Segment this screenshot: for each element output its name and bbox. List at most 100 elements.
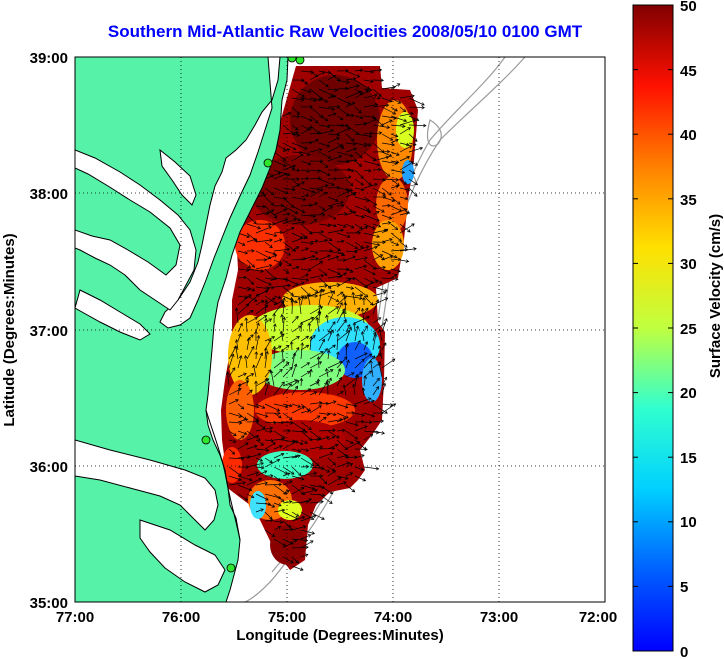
velocity-vector — [345, 124, 360, 135]
velocity-vector-head — [306, 362, 311, 366]
velocity-vector — [318, 331, 332, 342]
velocity-vector — [354, 325, 359, 342]
velocity-vector-head — [339, 301, 343, 306]
velocity-vector-head — [261, 405, 266, 409]
velocity-vector-head — [395, 277, 399, 281]
velocity-vector — [273, 285, 291, 288]
radar-station-2 — [287, 57, 297, 63]
velocity-vector — [237, 323, 243, 333]
velocity-vector — [228, 482, 246, 486]
velocity-vector — [345, 441, 361, 450]
velocity-vector — [264, 254, 277, 261]
velocity-vector-head — [395, 160, 400, 164]
velocity-vector-head — [347, 175, 352, 180]
velocity-vector — [300, 273, 309, 279]
velocity-vectors — [225, 68, 427, 571]
velocity-vector — [282, 439, 295, 443]
velocity-vector-head — [321, 71, 326, 75]
velocity-vector — [327, 470, 336, 477]
velocity-vector-head — [346, 234, 351, 239]
velocity-vector — [300, 515, 317, 522]
velocity-vector — [291, 181, 305, 189]
velocity-vector-head — [339, 144, 344, 148]
velocity-vector — [291, 475, 304, 480]
velocity-vector-head — [369, 434, 374, 438]
velocity-vector-head — [336, 333, 340, 337]
velocity-vector — [309, 274, 324, 279]
velocity-vector-head — [332, 428, 336, 433]
velocity-vector-head — [245, 376, 250, 380]
velocity-vector-head — [284, 218, 289, 222]
velocity-vector — [345, 192, 357, 198]
x-axis: 77:00 76:00 75:00 74:00 73:00 72:00 Long… — [56, 609, 617, 644]
velocity-vector — [363, 79, 374, 82]
velocity-vector-head — [388, 153, 393, 157]
velocity-vector-head — [332, 216, 337, 220]
velocity-vector-head — [313, 98, 317, 103]
velocity-vector-head — [285, 190, 289, 195]
velocity-vector — [291, 282, 305, 288]
velocity-vector — [345, 102, 355, 108]
velocity-vector — [264, 196, 274, 206]
velocity-vector — [246, 478, 262, 486]
velocity-vector — [246, 430, 261, 441]
velocity-vector — [282, 466, 295, 475]
velocity-vector-head — [419, 146, 424, 151]
velocity-vector — [291, 363, 297, 378]
velocity-vector — [336, 412, 349, 419]
velocity-vector-head — [354, 436, 358, 440]
velocity-vector-head — [263, 258, 268, 262]
velocity-vector — [345, 241, 358, 249]
velocity-vector — [372, 69, 382, 72]
velocity-vector — [318, 178, 335, 186]
velocity-vector-head — [242, 481, 246, 485]
velocity-vector-head — [294, 210, 299, 214]
velocity-vector — [246, 493, 254, 498]
velocity-vector — [363, 246, 378, 252]
velocity-vector-head — [395, 138, 399, 143]
velocity-vector-head — [282, 147, 287, 151]
velocity-vector — [237, 259, 251, 268]
velocity-vector — [390, 160, 399, 163]
velocity-vector — [300, 498, 312, 504]
velocity-vector-head — [269, 429, 273, 434]
velocity-vector — [354, 178, 364, 186]
velocity-vector-head — [340, 390, 344, 395]
velocity-vector-head — [408, 145, 413, 149]
colorbar-tick-label: 30 — [680, 256, 697, 273]
velocity-vector — [282, 112, 292, 117]
velocity-vector-head — [240, 405, 245, 410]
velocity-vector-head — [245, 465, 250, 470]
velocity-vector — [273, 323, 276, 333]
velocity-vector-head — [378, 68, 383, 72]
velocity-vector — [336, 454, 348, 459]
velocity-vector — [408, 169, 416, 175]
velocity-vector — [381, 115, 397, 119]
velocity-vector — [363, 412, 375, 417]
velocity-vector-head — [374, 245, 378, 250]
velocity-vector — [336, 356, 348, 369]
velocity-vector — [372, 266, 386, 270]
velocity-vector — [300, 268, 311, 271]
velocity-vector-head — [314, 73, 319, 78]
velocity-vector — [318, 184, 329, 189]
velocity-vector — [291, 430, 308, 433]
x-tick-label: 72:00 — [579, 609, 617, 626]
velocity-vector — [273, 264, 282, 270]
velocity-vector — [255, 277, 272, 286]
velocity-vector-head — [361, 358, 365, 363]
velocity-vector-head — [335, 443, 339, 448]
velocity-vector — [345, 372, 355, 378]
velocity-vector — [372, 322, 386, 333]
velocity-vector — [291, 439, 304, 445]
velocity-vector-head — [317, 309, 322, 314]
velocity-vector-head — [307, 534, 312, 538]
velocity-vector-head — [337, 368, 342, 372]
velocity-vector — [291, 484, 305, 495]
velocity-vector — [255, 322, 260, 333]
velocity-vector — [336, 403, 348, 408]
velocity-vector — [282, 304, 285, 315]
velocity-vector-head — [320, 351, 324, 355]
velocity-vector-head — [359, 225, 363, 230]
velocity-vector-head — [255, 404, 260, 409]
